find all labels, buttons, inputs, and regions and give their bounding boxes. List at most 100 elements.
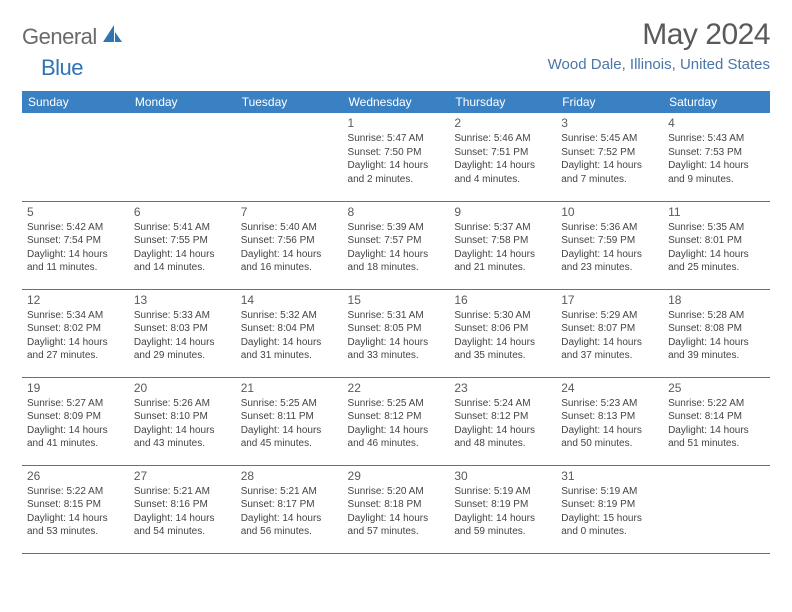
sunset-text: Sunset: 8:18 PM [348,498,445,512]
day-number: 7 [241,205,338,219]
sunrise-text: Sunrise: 5:21 AM [134,485,231,499]
day-header: Saturday [663,91,770,113]
sunset-text: Sunset: 7:53 PM [668,146,765,160]
calendar-body: 1Sunrise: 5:47 AMSunset: 7:50 PMDaylight… [22,113,770,553]
sunrise-text: Sunrise: 5:34 AM [27,309,124,323]
day-details: Sunrise: 5:22 AMSunset: 8:15 PMDaylight:… [27,485,124,539]
day-details: Sunrise: 5:28 AMSunset: 8:08 PMDaylight:… [668,309,765,363]
day-details: Sunrise: 5:21 AMSunset: 8:17 PMDaylight:… [241,485,338,539]
sunrise-text: Sunrise: 5:26 AM [134,397,231,411]
daylight-text: Daylight: 14 hours and 11 minutes. [27,248,124,275]
day-details: Sunrise: 5:19 AMSunset: 8:19 PMDaylight:… [561,485,658,539]
daylight-text: Daylight: 14 hours and 51 minutes. [668,424,765,451]
day-header: Monday [129,91,236,113]
day-number: 18 [668,293,765,307]
calendar-cell: 24Sunrise: 5:23 AMSunset: 8:13 PMDayligh… [556,377,663,465]
day-details: Sunrise: 5:34 AMSunset: 8:02 PMDaylight:… [27,309,124,363]
sunset-text: Sunset: 8:06 PM [454,322,551,336]
daylight-text: Daylight: 14 hours and 54 minutes. [134,512,231,539]
day-number: 31 [561,469,658,483]
calendar-week-row: 1Sunrise: 5:47 AMSunset: 7:50 PMDaylight… [22,113,770,201]
sunset-text: Sunset: 8:12 PM [348,410,445,424]
day-details: Sunrise: 5:45 AMSunset: 7:52 PMDaylight:… [561,132,658,186]
day-details: Sunrise: 5:23 AMSunset: 8:13 PMDaylight:… [561,397,658,451]
sunset-text: Sunset: 8:09 PM [27,410,124,424]
day-number: 28 [241,469,338,483]
calendar-cell [129,113,236,201]
day-details: Sunrise: 5:30 AMSunset: 8:06 PMDaylight:… [454,309,551,363]
day-number: 17 [561,293,658,307]
daylight-text: Daylight: 14 hours and 9 minutes. [668,159,765,186]
day-details: Sunrise: 5:27 AMSunset: 8:09 PMDaylight:… [27,397,124,451]
sunrise-text: Sunrise: 5:46 AM [454,132,551,146]
sunset-text: Sunset: 7:58 PM [454,234,551,248]
sunset-text: Sunset: 8:15 PM [27,498,124,512]
calendar-header-row: Sunday Monday Tuesday Wednesday Thursday… [22,91,770,113]
sunrise-text: Sunrise: 5:37 AM [454,221,551,235]
calendar-cell: 19Sunrise: 5:27 AMSunset: 8:09 PMDayligh… [22,377,129,465]
sunrise-text: Sunrise: 5:19 AM [454,485,551,499]
sunset-text: Sunset: 8:04 PM [241,322,338,336]
calendar-week-row: 12 Sunrise: 5:34 AMSunset: 8:02 PMDayligh… [22,289,770,377]
sunrise-text: Sunrise: 5:39 AM [348,221,445,235]
daylight-text: Daylight: 14 hours and 46 minutes. [348,424,445,451]
day-details: Sunrise: 5:26 AMSunset: 8:10 PMDaylight:… [134,397,231,451]
day-details: Sunrise: 5:19 AMSunset: 8:19 PMDaylight:… [454,485,551,539]
day-details: Sunrise: 5:22 AMSunset: 8:14 PMDaylight:… [668,397,765,451]
calendar-cell: 10Sunrise: 5:36 AMSunset: 7:59 PMDayligh… [556,201,663,289]
day-number: 10 [561,205,658,219]
calendar-cell: 13Sunrise: 5:33 AMSunset: 8:03 PMDayligh… [129,289,236,377]
sunrise-text: Sunrise: 5:19 AM [561,485,658,499]
sunrise-text: Sunrise: 5:42 AM [27,221,124,235]
day-number: 22 [348,381,445,395]
day-details: Sunrise: 5:25 AMSunset: 8:12 PMDaylight:… [348,397,445,451]
day-number: 14 [241,293,338,307]
calendar-cell: 30Sunrise: 5:19 AMSunset: 8:19 PMDayligh… [449,465,556,553]
calendar-cell [663,465,770,553]
daylight-text: Daylight: 14 hours and 35 minutes. [454,336,551,363]
calendar-cell: 4Sunrise: 5:43 AMSunset: 7:53 PMDaylight… [663,113,770,201]
sunrise-text: Sunrise: 5:45 AM [561,132,658,146]
sunrise-text: Sunrise: 5:47 AM [348,132,445,146]
calendar-cell: 26Sunrise: 5:22 AMSunset: 8:15 PMDayligh… [22,465,129,553]
sunset-text: Sunset: 7:57 PM [348,234,445,248]
day-details: Sunrise: 5:39 AMSunset: 7:57 PMDaylight:… [348,221,445,275]
daylight-text: Daylight: 14 hours and 50 minutes. [561,424,658,451]
day-header: Friday [556,91,663,113]
day-number: 13 [134,293,231,307]
day-details: Sunrise: 5:40 AMSunset: 7:56 PMDaylight:… [241,221,338,275]
calendar-cell [22,113,129,201]
daylight-text: Daylight: 14 hours and 18 minutes. [348,248,445,275]
sunrise-text: Sunrise: 5:31 AM [348,309,445,323]
calendar-cell: 31 Sunrise: 5:19 AMSunset: 8:19 PMDayligh… [556,465,663,553]
day-number: 12 [27,293,124,307]
sunset-text: Sunset: 7:59 PM [561,234,658,248]
daylight-text: Daylight: 14 hours and 43 minutes. [134,424,231,451]
day-number: 25 [668,381,765,395]
day-details: Sunrise: 5:47 AMSunset: 7:50 PMDaylight:… [348,132,445,186]
calendar-cell: 2Sunrise: 5:46 AMSunset: 7:51 PMDaylight… [449,113,556,201]
day-details: Sunrise: 5:20 AMSunset: 8:18 PMDaylight:… [348,485,445,539]
day-header: Tuesday [236,91,343,113]
day-number: 2 [454,116,551,130]
daylight-text: Daylight: 14 hours and 33 minutes. [348,336,445,363]
sunset-text: Sunset: 8:11 PM [241,410,338,424]
calendar-cell: 17Sunrise: 5:29 AMSunset: 8:07 PMDayligh… [556,289,663,377]
calendar-cell: 27Sunrise: 5:21 AMSunset: 8:16 PMDayligh… [129,465,236,553]
sunset-text: Sunset: 8:19 PM [561,498,658,512]
calendar-cell: 18 Sunrise: 5:28 AMSunset: 8:08 PMDayligh… [663,289,770,377]
day-number: 8 [348,205,445,219]
sunrise-text: Sunrise: 5:25 AM [241,397,338,411]
day-details: Sunrise: 5:43 AMSunset: 7:53 PMDaylight:… [668,132,765,186]
daylight-text: Daylight: 14 hours and 37 minutes. [561,336,658,363]
daylight-text: Daylight: 14 hours and 23 minutes. [561,248,658,275]
daylight-text: Daylight: 14 hours and 45 minutes. [241,424,338,451]
sunset-text: Sunset: 8:17 PM [241,498,338,512]
sunrise-text: Sunrise: 5:43 AM [668,132,765,146]
sunset-text: Sunset: 8:12 PM [454,410,551,424]
calendar-week-row: 26Sunrise: 5:22 AMSunset: 8:15 PMDayligh… [22,465,770,553]
day-number: 6 [134,205,231,219]
month-title: May 2024 [548,18,770,52]
calendar-week-row: 5Sunrise: 5:42 AMSunset: 7:54 PMDaylight… [22,201,770,289]
daylight-text: Daylight: 14 hours and 57 minutes. [348,512,445,539]
